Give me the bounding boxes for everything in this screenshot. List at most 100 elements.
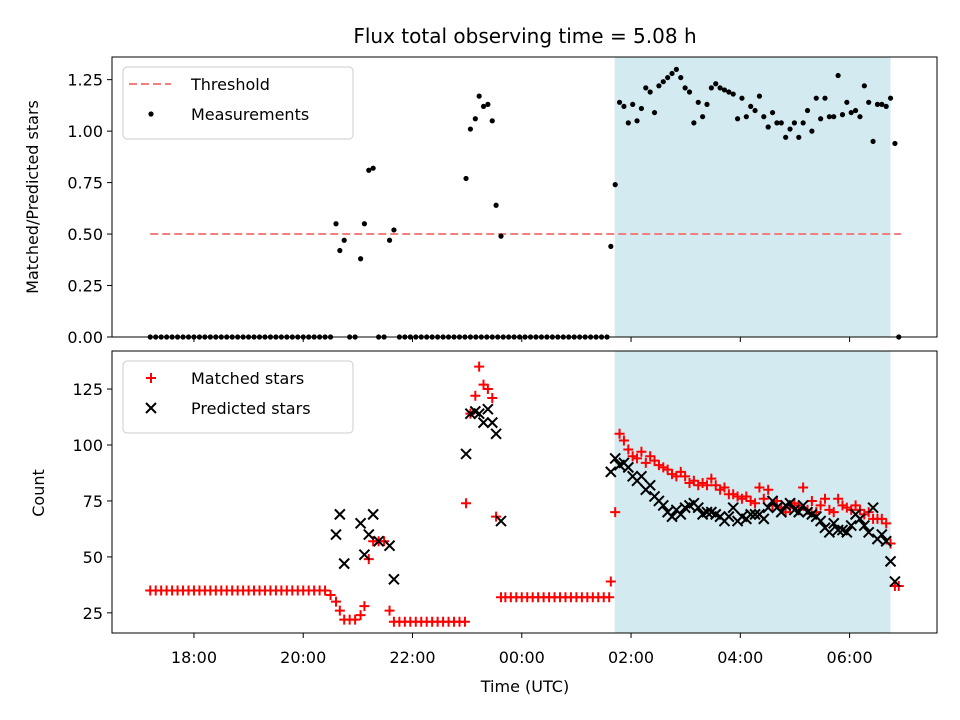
data-point bbox=[763, 484, 774, 495]
data-point bbox=[498, 233, 504, 239]
data-point bbox=[337, 247, 343, 254]
data-point bbox=[697, 478, 708, 489]
data-point bbox=[461, 498, 472, 509]
data-point bbox=[480, 103, 487, 110]
data-point bbox=[732, 491, 743, 502]
data-point bbox=[490, 428, 502, 440]
bottom-y-tick-label: 25 bbox=[83, 604, 103, 623]
data-point bbox=[800, 120, 806, 126]
data-point bbox=[372, 535, 385, 547]
data-point bbox=[701, 480, 712, 491]
data-point bbox=[486, 416, 498, 429]
data-point bbox=[775, 506, 787, 518]
data-point bbox=[826, 114, 832, 120]
data-point bbox=[616, 99, 623, 105]
data-point bbox=[748, 103, 754, 110]
legend-label: Predicted stars bbox=[191, 399, 311, 418]
data-point bbox=[822, 95, 828, 101]
data-point bbox=[359, 601, 370, 612]
data-point bbox=[482, 403, 494, 415]
data-point bbox=[686, 89, 693, 95]
data-point bbox=[857, 114, 863, 120]
data-point bbox=[693, 480, 704, 491]
data-point bbox=[609, 452, 621, 465]
data-point bbox=[493, 202, 499, 208]
data-point bbox=[660, 79, 666, 85]
data-point bbox=[892, 140, 898, 147]
data-point bbox=[837, 500, 848, 511]
bottom-series-1 bbox=[330, 403, 901, 588]
data-point bbox=[636, 446, 647, 457]
data-point bbox=[355, 610, 366, 621]
data-point bbox=[823, 526, 836, 538]
data-point bbox=[791, 120, 798, 126]
top-series-0 bbox=[147, 66, 902, 340]
bottom-legend: Matched stars Predicted stars bbox=[122, 360, 354, 434]
data-point bbox=[744, 508, 757, 521]
data-point bbox=[804, 107, 811, 114]
data-point bbox=[665, 74, 671, 81]
data-point bbox=[622, 461, 635, 474]
top-y-tick-label: 0.00 bbox=[67, 328, 103, 347]
data-point bbox=[828, 517, 840, 530]
data-point bbox=[769, 109, 776, 116]
data-point bbox=[331, 596, 342, 607]
data-point bbox=[815, 500, 826, 511]
data-point bbox=[741, 491, 752, 502]
data-point bbox=[695, 99, 701, 105]
data-point bbox=[783, 134, 789, 140]
data-point bbox=[706, 473, 717, 484]
data-point bbox=[338, 557, 350, 570]
legend-marker-plus bbox=[146, 373, 156, 383]
data-point bbox=[876, 513, 887, 524]
data-point bbox=[828, 507, 839, 518]
data-point bbox=[632, 453, 643, 464]
data-point bbox=[640, 457, 651, 468]
data-point bbox=[495, 515, 507, 527]
data-point bbox=[833, 493, 844, 504]
bottom-legend-box bbox=[122, 360, 354, 434]
data-point bbox=[643, 85, 649, 91]
data-point bbox=[320, 585, 331, 596]
data-point bbox=[708, 85, 714, 91]
data-point bbox=[478, 379, 489, 390]
data-point bbox=[618, 435, 629, 446]
data-point bbox=[824, 504, 835, 515]
data-point bbox=[669, 70, 675, 77]
data-point bbox=[386, 237, 393, 243]
data-point bbox=[796, 134, 802, 140]
data-point bbox=[765, 124, 771, 130]
legend-label: Measurements bbox=[191, 105, 309, 124]
top-axes-frame bbox=[111, 56, 938, 338]
data-point bbox=[809, 128, 815, 134]
top-observing-window bbox=[614, 57, 891, 337]
data-point bbox=[876, 528, 888, 541]
data-point bbox=[818, 116, 824, 122]
data-point bbox=[867, 501, 879, 514]
data-point bbox=[388, 573, 400, 585]
legend-marker-x bbox=[145, 402, 157, 414]
top-legend-box bbox=[122, 66, 354, 140]
data-point bbox=[730, 91, 736, 97]
top-y-tick-label: 0.75 bbox=[67, 174, 103, 193]
data-point bbox=[715, 484, 726, 495]
data-point bbox=[625, 120, 631, 126]
data-point bbox=[627, 451, 638, 462]
legend-label: Matched stars bbox=[191, 369, 304, 388]
data-point bbox=[333, 221, 339, 227]
data-point bbox=[883, 103, 889, 110]
data-point bbox=[487, 393, 498, 403]
bottom-y-tick-label: 125 bbox=[72, 380, 103, 399]
data-point bbox=[638, 105, 645, 112]
data-point bbox=[710, 480, 721, 491]
data-point bbox=[474, 361, 485, 372]
data-point bbox=[719, 482, 730, 493]
bottom-observing-window bbox=[614, 351, 891, 633]
data-point bbox=[761, 114, 767, 120]
data-point bbox=[666, 510, 678, 523]
data-point bbox=[366, 167, 372, 173]
data-point bbox=[680, 471, 691, 482]
data-point bbox=[700, 114, 706, 120]
data-point bbox=[384, 605, 395, 616]
